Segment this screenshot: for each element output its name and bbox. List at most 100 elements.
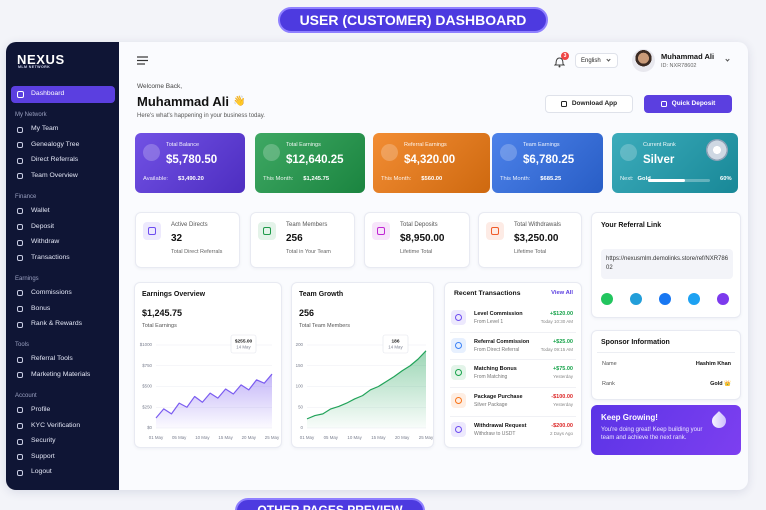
progress-bar bbox=[648, 179, 686, 182]
nav-item-label[interactable]: Rank & Rewards bbox=[31, 320, 82, 328]
info-icon-glyph bbox=[148, 227, 156, 235]
button-label[interactable]: Download App bbox=[571, 99, 618, 107]
info-value: 32 bbox=[171, 233, 183, 244]
menu-toggle[interactable] bbox=[137, 56, 149, 65]
view-all-link[interactable]: View All bbox=[551, 290, 573, 296]
info-caption: Lifetime Total bbox=[400, 249, 433, 255]
user-name: Muhammad Ali bbox=[661, 52, 715, 61]
share-button[interactable] bbox=[601, 293, 613, 305]
share-button[interactable] bbox=[688, 293, 700, 305]
stat-card bbox=[135, 133, 245, 193]
footer-banner-text: OTHER PAGES PREVIEW bbox=[257, 503, 403, 510]
stat-footer-label: Next: bbox=[620, 176, 634, 182]
transaction-source: From Matching bbox=[474, 374, 508, 380]
nav-item-label[interactable]: Bonus bbox=[31, 304, 51, 312]
button-label[interactable]: Quick Deposit bbox=[671, 99, 716, 107]
nav-item-label[interactable]: Logout bbox=[31, 468, 52, 476]
nav-icon bbox=[17, 157, 23, 164]
share-button[interactable] bbox=[717, 293, 729, 305]
nav-icon bbox=[17, 224, 23, 230]
nav-icon bbox=[17, 422, 23, 429]
nav-item-label[interactable]: Withdraw bbox=[31, 238, 60, 246]
info-icon-glyph bbox=[263, 227, 271, 235]
nav-item-label[interactable]: My Team bbox=[31, 125, 59, 133]
nav-icon bbox=[17, 469, 23, 476]
chart-card bbox=[291, 282, 434, 448]
stat-icon bbox=[381, 144, 398, 161]
stat-value: $4,320.00 bbox=[404, 154, 456, 166]
stat-icon bbox=[500, 144, 517, 161]
nav-item-label[interactable]: KYC Verification bbox=[31, 421, 81, 429]
info-caption: Total in Your Team bbox=[286, 249, 331, 255]
stat-footer: This Month: $685.25 bbox=[500, 176, 562, 183]
nav-section-title: Earnings bbox=[15, 275, 39, 282]
chart-total: $1,245.75 bbox=[142, 308, 183, 318]
nav-icon bbox=[17, 454, 23, 461]
stat-value: Silver bbox=[643, 154, 675, 166]
nav-item-label[interactable]: Dashboard bbox=[31, 90, 65, 97]
stat-value: $12,640.25 bbox=[286, 154, 344, 166]
nav-icon bbox=[17, 356, 23, 363]
referral-link[interactable]: https://nexusmlm.demolinks.store/ref/NXR… bbox=[606, 256, 729, 271]
action-button[interactable]: Quick Deposit bbox=[644, 95, 732, 113]
sponsor-field: Rank bbox=[602, 381, 615, 387]
share-button[interactable] bbox=[659, 293, 671, 305]
transaction-title: Level Commission bbox=[474, 311, 523, 317]
divider bbox=[450, 416, 576, 417]
nav-item-label[interactable]: Transactions bbox=[31, 253, 70, 261]
divider bbox=[597, 352, 735, 353]
footer-banner: OTHER PAGES PREVIEW bbox=[235, 498, 425, 510]
info-icon bbox=[372, 222, 390, 240]
chart-total-caption: Total Earnings bbox=[142, 323, 177, 329]
nav-icon bbox=[17, 91, 24, 98]
info-value: 256 bbox=[286, 233, 303, 244]
nav-item-label[interactable]: Wallet bbox=[31, 207, 50, 214]
stat-footer-value: $685.25 bbox=[540, 176, 562, 182]
nav-item-label[interactable]: Direct Referrals bbox=[31, 156, 79, 164]
stat-icon bbox=[263, 144, 280, 161]
nav-item-label[interactable]: Security bbox=[31, 437, 56, 445]
nav-icon bbox=[17, 321, 23, 328]
nav-section-title: Tools bbox=[15, 342, 30, 349]
stat-footer: Next: Gold bbox=[620, 176, 651, 183]
nav-icon bbox=[17, 407, 23, 414]
transaction-time: Today 10:30 AM bbox=[540, 319, 573, 324]
button-icon bbox=[560, 101, 567, 107]
nav-item-label[interactable]: Support bbox=[31, 452, 55, 460]
language-select[interactable]: English bbox=[575, 53, 618, 68]
title-banner: USER (CUSTOMER) DASHBOARD bbox=[278, 7, 548, 33]
info-caption: Lifetime Total bbox=[514, 249, 547, 255]
sponsor-field: Name bbox=[602, 361, 617, 367]
title-banner-text: USER (CUSTOMER) DASHBOARD bbox=[299, 12, 527, 28]
nav-item-label[interactable]: Marketing Materials bbox=[31, 370, 91, 378]
transaction-time: Yesterday bbox=[553, 374, 573, 379]
nav-icon bbox=[17, 173, 23, 180]
promo-title: Keep Growing! bbox=[601, 413, 658, 422]
stat-footer-value: $1,245.75 bbox=[303, 176, 330, 182]
nav-item-label[interactable]: Team Overview bbox=[31, 171, 78, 179]
info-card bbox=[364, 212, 470, 268]
stat-footer-value: Gold bbox=[637, 176, 651, 182]
info-label: Total Deposits bbox=[400, 222, 438, 228]
nav-icon bbox=[17, 126, 23, 133]
info-icon bbox=[486, 222, 504, 240]
nav-item-label[interactable]: Genealogy Tree bbox=[31, 140, 80, 148]
nav-item-label[interactable]: Profile bbox=[31, 405, 51, 413]
nav-item-label[interactable]: Commissions bbox=[31, 288, 72, 296]
share-button[interactable] bbox=[630, 293, 642, 305]
nav-item-label[interactable]: Deposit bbox=[31, 222, 55, 230]
stat-footer: Available: $3,490.20 bbox=[143, 176, 204, 183]
notification-bell[interactable] bbox=[554, 56, 565, 68]
nav-item-label[interactable]: Referral Tools bbox=[31, 355, 73, 363]
action-button[interactable]: Download App bbox=[545, 95, 633, 113]
info-value: $8,950.00 bbox=[400, 233, 445, 244]
nav-icon bbox=[17, 290, 23, 297]
notification-count: 3 bbox=[563, 52, 567, 59]
active-nav-item[interactable] bbox=[11, 86, 115, 103]
avatar[interactable] bbox=[632, 49, 655, 72]
stat-label: Team Earnings bbox=[523, 142, 560, 148]
chart-total-caption: Total Team Members bbox=[299, 323, 350, 329]
notification-badge: 3 bbox=[561, 52, 569, 60]
transaction-amount: +$120.00 bbox=[549, 311, 573, 317]
info-label: Total Withdrawals bbox=[514, 222, 562, 228]
